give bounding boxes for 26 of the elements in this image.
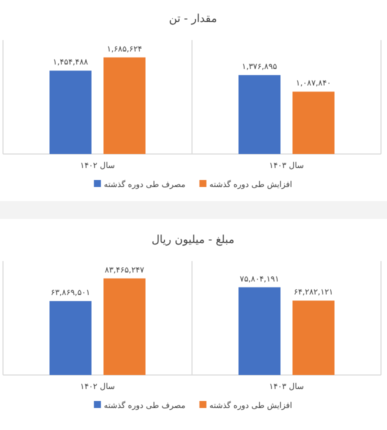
data-label: ۶۳,۸۶۹,۵۰۱ (50, 288, 90, 298)
bar (238, 75, 280, 154)
data-label: ۱,۶۸۵,۶۲۴ (106, 44, 142, 54)
legend-label: افزایش طی دوره گذشته (209, 179, 292, 189)
legend-label: مصرف طی دوره گذشته (104, 400, 186, 410)
data-label: ۸۳,۴۶۵,۲۴۷ (104, 265, 145, 274)
bar (104, 278, 146, 375)
bar (292, 300, 334, 375)
x-tick-label: سال ۱۴۰۳ (269, 161, 304, 170)
bar (238, 287, 280, 375)
data-label: ۶۴,۲۸۲,۱۲۱ (294, 288, 334, 297)
data-label: ۱,۰۸۷,۸۴۰ (296, 78, 332, 88)
chart-title: مقدار - تن (169, 12, 218, 25)
x-tick-label: سال ۱۴۰۲ (80, 161, 116, 170)
x-tick-label: سال ۱۴۰۲ (80, 382, 116, 391)
bar (50, 301, 92, 375)
bar (50, 70, 92, 154)
data-label: ۱,۳۷۶,۸۹۵ (242, 62, 278, 72)
legend-label: افزایش طی دوره گذشته (209, 400, 292, 410)
chart-title: مبلغ - میلیون ریال (152, 233, 235, 246)
bar (292, 92, 334, 154)
x-tick-label: سال ۱۴۰۳ (269, 382, 304, 391)
legend-label: مصرف طی دوره گذشته (104, 179, 186, 189)
data-label: ۷۵,۸۰۴,۱۹۱ (240, 274, 280, 284)
data-label: ۱,۴۵۴,۴۸۸ (52, 58, 89, 67)
bar (104, 57, 146, 154)
